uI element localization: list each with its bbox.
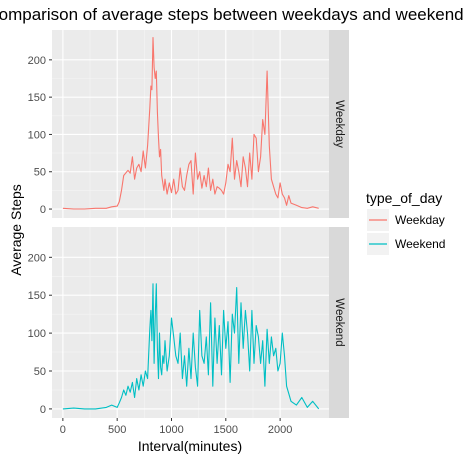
panel-weekday: 0 50 100 150 200 Weekday [28, 30, 349, 218]
panel-weekend: 0 50 100 150 200 Weekend [28, 227, 349, 418]
chart-title: Comparison of average steps between week… [0, 5, 464, 24]
y-tick-label: 200 [28, 252, 46, 264]
facet-strip-weekday [329, 30, 349, 218]
facet-strip-label-weekend: Weekend [333, 298, 345, 346]
facet-strip-label-weekday: Weekday [333, 100, 345, 148]
legend-label-weekday: Weekday [395, 213, 445, 227]
x-tick-label: 500 [108, 424, 126, 436]
x-tick-label: 0 [60, 424, 66, 436]
y-tick-label: 100 [28, 129, 46, 141]
panel-background [52, 227, 329, 418]
x-tick-label: 1000 [159, 424, 183, 436]
x-tick-label: 1500 [214, 424, 238, 436]
y-tick-label: 200 [28, 55, 46, 67]
facet-strip-weekend [329, 227, 349, 418]
legend-title: type_of_day [366, 190, 442, 206]
series-line-weekend [62, 283, 320, 410]
y-tick-label: 100 [28, 328, 46, 340]
x-tick-label: 2000 [268, 424, 292, 436]
series-line-weekday [62, 36, 319, 210]
legend-item-weekday: Weekday [367, 209, 445, 231]
legend-item-weekend: Weekend [367, 233, 445, 255]
y-tick-label: 150 [28, 290, 46, 302]
y-tick-label: 150 [28, 92, 46, 104]
x-axis-title: Interval(minutes) [138, 438, 242, 454]
legend: type_of_day Weekday Weekend [366, 190, 445, 255]
y-tick-label: 50 [34, 167, 46, 179]
panel-background [52, 30, 329, 218]
y-tick-label: 0 [40, 404, 46, 416]
y-tick-label: 0 [40, 204, 46, 216]
y-tick-label: 50 [34, 366, 46, 378]
y-axis-title: Average Steps [8, 184, 24, 276]
x-axis: 0 500 1000 1500 2000 [60, 418, 292, 436]
legend-label-weekend: Weekend [395, 237, 445, 251]
